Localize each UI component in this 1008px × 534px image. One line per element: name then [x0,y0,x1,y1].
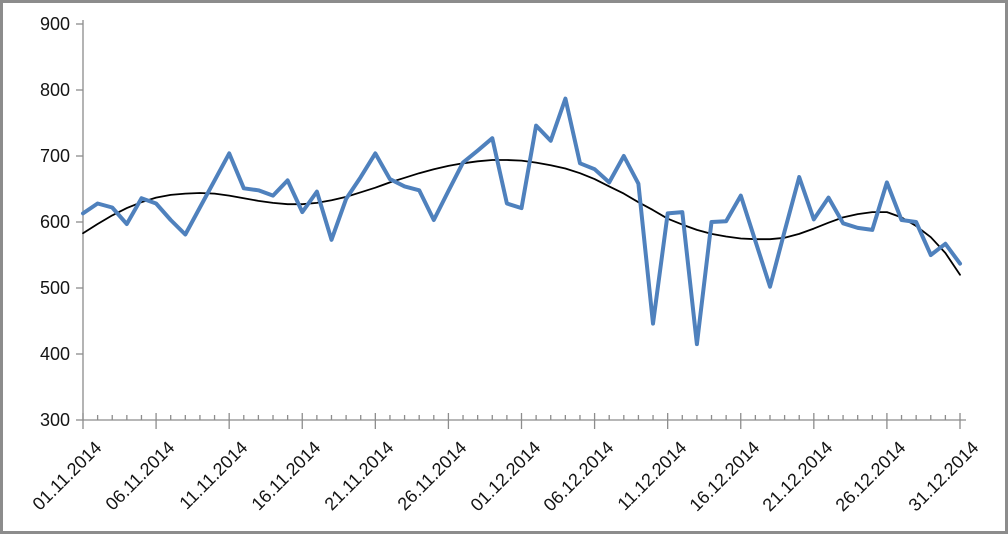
y-axis-label: 500 [39,278,70,298]
y-axis-label: 900 [39,14,70,34]
y-axis-label: 300 [39,410,70,430]
trend-line-series [82,159,961,276]
y-axis-label: 800 [39,80,70,100]
y-axis-label: 700 [39,146,70,166]
data-line-series [81,96,962,347]
y-axis-label: 400 [39,344,70,364]
y-axis-label: 600 [39,212,70,232]
